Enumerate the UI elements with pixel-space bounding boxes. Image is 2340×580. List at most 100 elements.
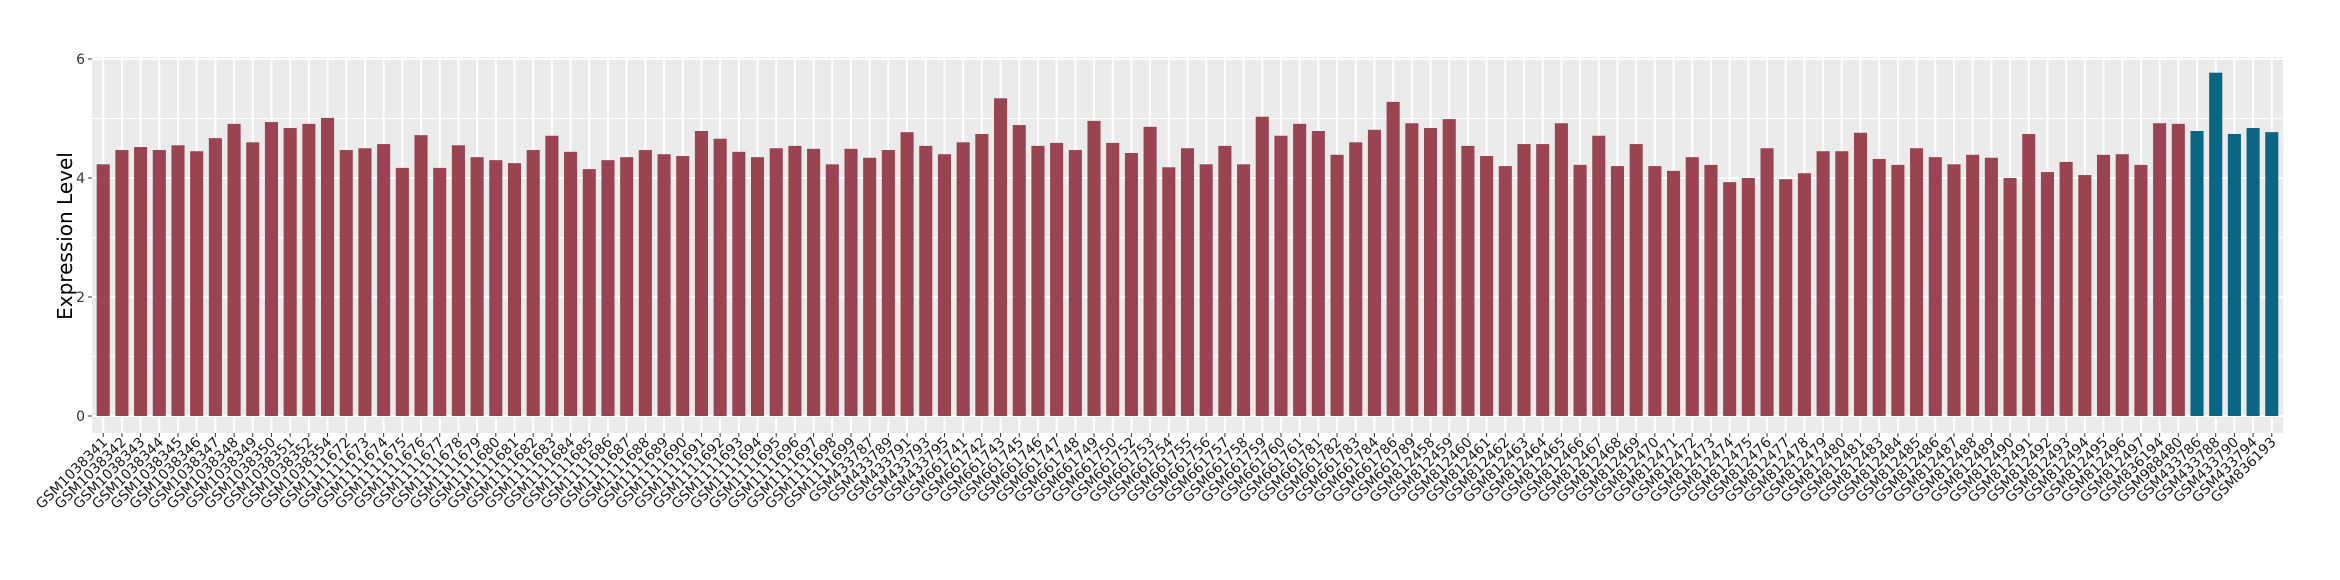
bar-GSM433786 [2190, 130, 2204, 416]
bar-GSM1111687 [620, 157, 634, 417]
bar-GSM1111680 [489, 160, 503, 416]
bar-GSM812475 [1741, 178, 1755, 416]
bar-GSM812460 [1461, 145, 1475, 416]
bar-GSM1038349 [246, 142, 260, 417]
bar-GSM812491 [2022, 133, 2036, 416]
bar-GSM433790 [2227, 133, 2241, 416]
bar-GSM661786 [1386, 101, 1400, 416]
bar-GSM1038348 [227, 123, 241, 416]
bar-GSM433787 [863, 157, 877, 416]
bar-GSM661759 [1255, 116, 1269, 416]
bar-GSM1111675 [395, 167, 409, 416]
bar-GSM812496 [2115, 154, 2129, 416]
y-axis-title: Expression Level [53, 152, 77, 320]
bar-GSM661752 [1124, 153, 1138, 416]
bar-GSM661745 [1012, 125, 1026, 417]
bar-GSM1038346 [190, 151, 204, 416]
bar-GSM812461 [1480, 155, 1494, 417]
bar-GSM1111690 [676, 155, 690, 417]
bar-GSM812474 [1723, 182, 1737, 416]
bar-GSM661756 [1199, 164, 1213, 416]
bar-GSM1038344 [152, 150, 166, 416]
bar-GSM1111672 [339, 150, 353, 416]
bar-GSM1038354 [321, 117, 335, 416]
bar-GSM812487 [1947, 164, 1961, 416]
x-axis: GSM1038341GSM1038342GSM1038343GSM1038344… [33, 433, 2280, 512]
bar-GSM812497 [2134, 164, 2148, 416]
bar-GSM836193 [2265, 132, 2279, 416]
bar-GSM1111695 [769, 148, 783, 416]
bar-GSM812480 [1835, 151, 1849, 416]
bar-GSM812476 [1760, 148, 1774, 416]
bar-GSM1038350 [264, 122, 279, 416]
bar-GSM1111686 [601, 160, 615, 416]
bar-GSM1111691 [694, 130, 708, 416]
bar-GSM1038342 [115, 150, 129, 416]
bar-GSM661743 [994, 98, 1008, 417]
bar-GSM1111678 [451, 145, 465, 416]
bars [96, 72, 2279, 417]
bar-GSM812467 [1592, 135, 1606, 416]
bar-GSM812470 [1648, 166, 1662, 416]
bar-GSM1111693 [732, 151, 746, 416]
bar-GSM661784 [1367, 129, 1381, 416]
bar-GSM1111681 [507, 163, 522, 416]
bar-GSM661746 [1031, 145, 1045, 416]
bar-GSM661750 [1106, 142, 1120, 416]
y-tick-label: 2 [76, 290, 85, 306]
bar-GSM1111673 [358, 148, 372, 416]
bar-GSM812477 [1779, 179, 1793, 416]
bar-GSM661754 [1162, 167, 1176, 416]
bar-GSM661758 [1237, 164, 1251, 416]
bar-GSM1038352 [302, 123, 316, 416]
bar-GSM1111677 [433, 167, 447, 416]
y-tick-label: 4 [76, 171, 85, 187]
bar-GSM1111698 [825, 164, 839, 416]
y-axis: 0 2 4 6 [76, 52, 92, 425]
bar-GSM1111688 [638, 150, 652, 416]
bar-GSM661782 [1330, 154, 1344, 417]
bar-GSM988480 [2171, 123, 2185, 416]
y-tick-label: 0 [76, 409, 85, 425]
bar-GSM1111694 [750, 157, 765, 417]
bar-GSM1111697 [807, 148, 821, 416]
bar-GSM812484 [1891, 164, 1905, 416]
bar-GSM1111676 [414, 135, 428, 416]
bar-GSM812485 [1910, 148, 1924, 416]
bar-GSM1111684 [564, 151, 578, 416]
bar-GSM812494 [2078, 175, 2092, 416]
bar-GSM661757 [1218, 145, 1232, 416]
bar-GSM433795 [937, 154, 952, 416]
bar-GSM661760 [1274, 135, 1288, 416]
bar-GSM1111674 [377, 144, 391, 416]
bar-GSM812486 [1928, 157, 1942, 417]
bar-GSM1111692 [713, 138, 727, 417]
bar-GSM661761 [1293, 123, 1307, 416]
bar-GSM661753 [1143, 126, 1157, 416]
bar-GSM661755 [1180, 148, 1195, 416]
bar-GSM812466 [1573, 164, 1587, 416]
bar-GSM1111685 [582, 169, 596, 416]
bar-GSM661783 [1349, 142, 1363, 417]
bar-GSM812472 [1685, 157, 1699, 417]
bar-GSM1038343 [134, 147, 148, 416]
bar-GSM812465 [1554, 123, 1568, 416]
bar-GSM812479 [1816, 151, 1830, 416]
bar-GSM661789 [1405, 123, 1419, 416]
bar-GSM812489 [1984, 157, 1998, 416]
bar-GSM661781 [1311, 130, 1325, 416]
bar-GSM661741 [956, 142, 970, 417]
bar-GSM433791 [900, 132, 914, 416]
bar-GSM661749 [1087, 120, 1101, 416]
bar-GSM1038345 [171, 145, 185, 416]
bar-GSM812492 [2040, 172, 2054, 416]
bar-GSM1111696 [788, 145, 802, 416]
bar-GSM812495 [2096, 154, 2111, 417]
bar-GSM433788 [2209, 72, 2223, 416]
bar-GSM433794 [2246, 128, 2260, 416]
bar-GSM1111699 [844, 148, 858, 416]
bar-GSM661747 [1050, 142, 1064, 416]
bar-GSM1111682 [526, 150, 540, 416]
bar-GSM812488 [1966, 154, 1980, 417]
bar-GSM812469 [1629, 144, 1643, 416]
